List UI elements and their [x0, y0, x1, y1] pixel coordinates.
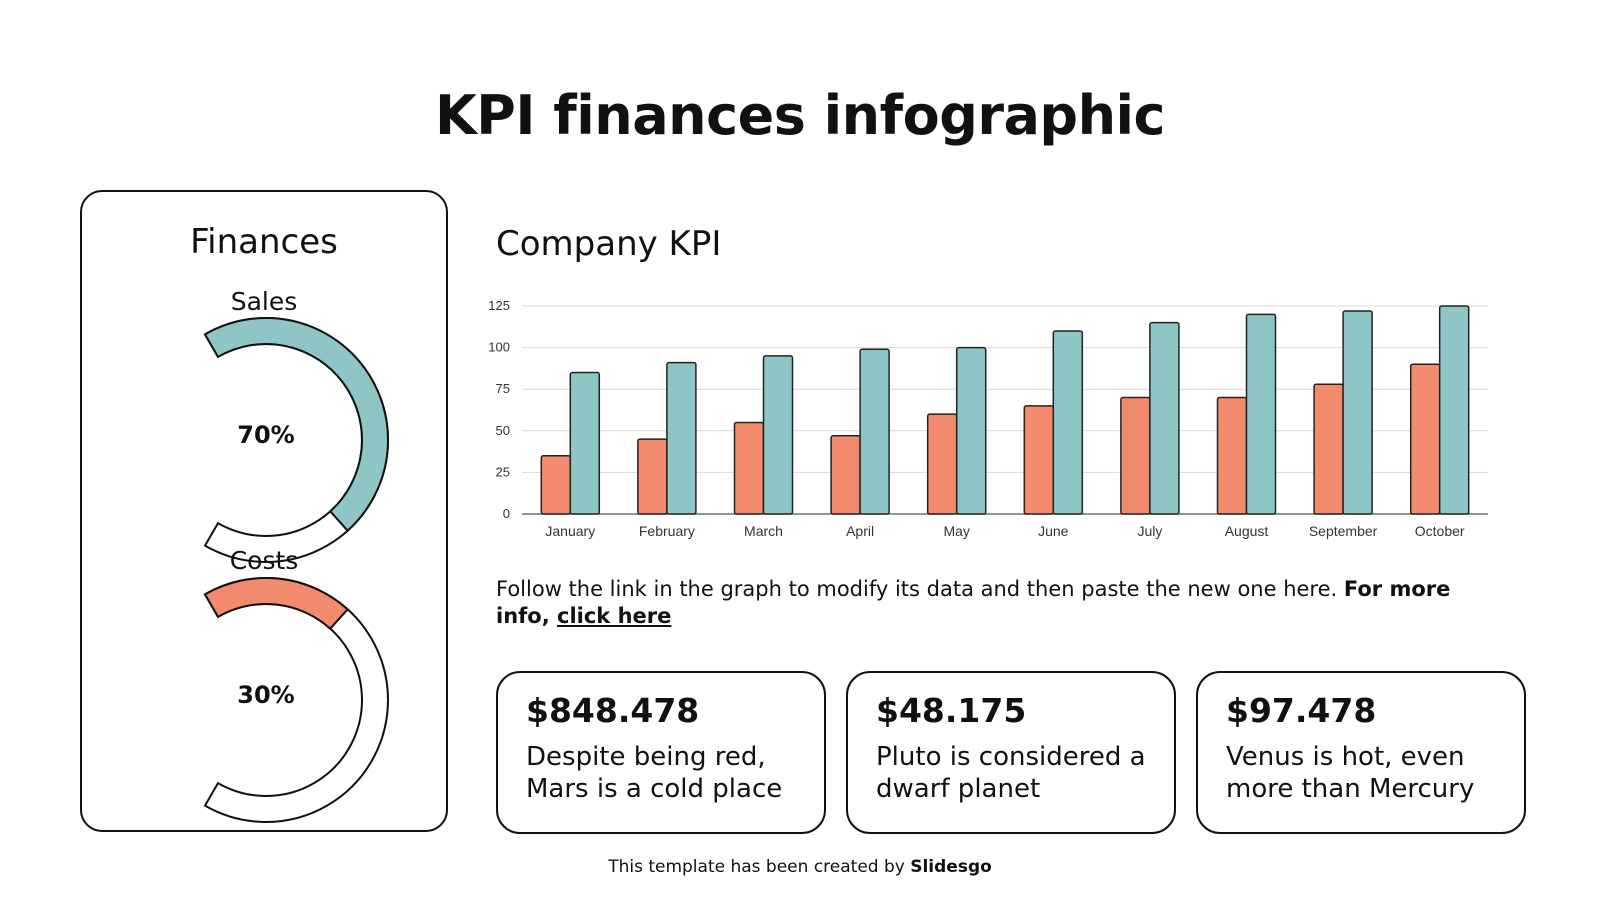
costs-gauge-track — [203, 577, 389, 823]
stat-card-1: $848.478 Despite being red, Mars is a co… — [496, 671, 826, 834]
click-here-link[interactable]: click here — [557, 604, 672, 628]
y-tick-label: 25 — [496, 464, 510, 479]
sales-gauge: 70% — [203, 317, 389, 563]
bar-series1 — [830, 435, 861, 515]
x-tick-label: July — [1137, 523, 1162, 539]
bar-series2 — [1342, 310, 1373, 515]
sales-gauge-fill — [203, 317, 389, 533]
sales-gauge-track — [203, 317, 389, 563]
y-tick-label: 0 — [503, 506, 510, 521]
footer-credit: This template has been created by Slides… — [0, 857, 1600, 877]
bar-series1 — [1313, 383, 1344, 515]
finances-card: Finances Sales 70% Costs 30% — [80, 190, 448, 832]
x-tick-label: October — [1415, 523, 1465, 539]
x-tick-label: February — [639, 523, 695, 539]
bar-series2 — [666, 361, 697, 515]
footer-brand: Slidesgo — [910, 857, 992, 877]
sales-gauge-value: 70% — [237, 421, 294, 449]
bar-series1 — [1409, 363, 1441, 515]
bar-series1 — [1216, 396, 1248, 515]
bar-series1 — [540, 455, 572, 515]
stat-card-2: $48.175 Pluto is considered a dwarf plan… — [846, 671, 1176, 834]
x-tick-label: September — [1309, 523, 1378, 539]
stat-description: Venus is hot, even more than Mercury — [1226, 742, 1475, 804]
bar-series2 — [955, 346, 987, 515]
bar-series1 — [1023, 405, 1055, 515]
x-tick-label: March — [744, 523, 783, 539]
note-text: Follow the link in the graph to modify i… — [496, 577, 1344, 601]
footer-text: This template has been created by — [608, 857, 911, 877]
bar-series2 — [1149, 321, 1180, 515]
stat-description: Despite being red, Mars is a cold place — [526, 742, 783, 804]
x-tick-label: June — [1038, 523, 1069, 539]
y-tick-label: 50 — [496, 423, 510, 438]
chart-title: Company KPI — [496, 224, 722, 264]
bar-series2 — [859, 348, 890, 515]
bar-series1 — [1120, 396, 1151, 515]
bar-series2 — [569, 371, 601, 515]
y-tick-label: 75 — [496, 381, 510, 396]
page-title: KPI finances infographic — [434, 84, 1166, 147]
bar-series2 — [762, 355, 794, 515]
bar-series2 — [1245, 313, 1277, 515]
costs-label: Costs — [229, 546, 299, 575]
bar-series2 — [1052, 330, 1084, 515]
bar-series1 — [637, 438, 668, 515]
costs-gauge-value: 30% — [237, 681, 294, 709]
stat-value: $97.478 — [1226, 691, 1377, 730]
x-tick-label: August — [1225, 523, 1269, 539]
x-tick-label: April — [846, 523, 874, 539]
costs-gauge-fill — [203, 577, 350, 631]
x-tick-label: May — [943, 523, 969, 539]
note-bold: For more info, — [496, 577, 1451, 628]
company-kpi-chart: 0 25 50 75 100 125 January February March April Ma… — [488, 298, 1488, 539]
bar-series2 — [1438, 305, 1470, 515]
y-tick-label: 125 — [488, 298, 510, 313]
bar-series1 — [733, 421, 765, 515]
chart-note: Follow the link in the graph to modify i… — [496, 576, 1496, 630]
stat-description: Pluto is considered a dwarf planet — [876, 742, 1146, 804]
sales-label: Sales — [230, 287, 298, 316]
bar-series1 — [926, 413, 958, 515]
y-tick-label: 100 — [488, 340, 510, 355]
stat-value: $48.175 — [876, 691, 1027, 730]
x-tick-label: January — [545, 523, 595, 539]
stat-value: $848.478 — [526, 691, 700, 730]
stat-card-3: $97.478 Venus is hot, even more than Mer… — [1196, 671, 1526, 834]
finances-title: Finances — [190, 222, 338, 262]
costs-gauge: 30% — [203, 577, 389, 823]
